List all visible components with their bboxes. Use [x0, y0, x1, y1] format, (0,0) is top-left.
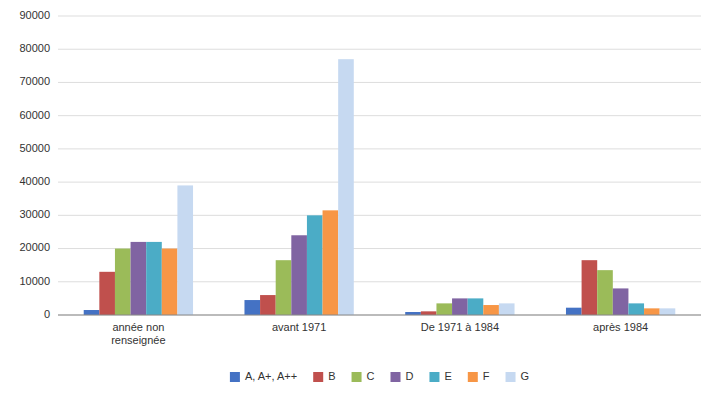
bar	[468, 298, 484, 315]
legend-item: E	[429, 370, 451, 382]
x-tick-label-line: De 1971 à 1984	[421, 321, 499, 333]
x-tick-label: De 1971 à 1984	[421, 321, 499, 333]
x-tick-label-line: renseignée	[111, 334, 165, 346]
x-axis: année nonrenseignée avant 1971 De 1971 à 1…	[111, 321, 648, 346]
bars	[84, 59, 676, 315]
legend-item: D	[391, 370, 414, 382]
bar	[582, 260, 598, 315]
grid-line	[58, 115, 701, 116]
grid-line	[58, 16, 701, 17]
y-axis: 0 10000 20000 30000 40000 50000 60000 70000 8000…	[19, 9, 701, 320]
legend-swatch	[230, 372, 240, 382]
legend-label: B	[328, 370, 335, 382]
bar	[628, 303, 644, 315]
bar	[644, 308, 660, 315]
legend-label: E	[444, 370, 451, 382]
bar	[597, 270, 613, 315]
legend-label: G	[521, 370, 530, 382]
legend-item: A, A+, A++	[230, 370, 297, 382]
legend-swatch	[352, 372, 362, 382]
bar	[244, 300, 260, 315]
x-tick-label: année nonrenseignée	[111, 321, 165, 346]
bar	[436, 303, 452, 315]
bar	[566, 308, 582, 315]
legend-label: A, A+, A++	[245, 370, 297, 382]
chart-svg: 0 10000 20000 30000 40000 50000 60000 70000 8000…	[0, 0, 717, 393]
x-tick-label: avant 1971	[272, 321, 326, 333]
legend-label: C	[367, 370, 375, 382]
legend-label: F	[483, 370, 490, 382]
x-axis-line	[58, 315, 701, 316]
x-tick-label: après 1984	[593, 321, 648, 333]
y-tick-label: 20000	[19, 241, 50, 253]
bar	[483, 305, 499, 315]
x-tick-label-line: avant 1971	[272, 321, 326, 333]
bar	[613, 288, 629, 315]
bar	[99, 272, 115, 315]
bar	[146, 242, 162, 315]
bar	[84, 310, 100, 315]
legend-item: B	[313, 370, 335, 382]
bar	[338, 59, 354, 315]
y-tick-label: 50000	[19, 142, 50, 154]
legend-swatch	[468, 372, 478, 382]
bar	[276, 260, 292, 315]
y-tick-label: 40000	[19, 175, 50, 187]
bar	[421, 311, 437, 315]
bar	[452, 298, 468, 315]
legend: A, A+, A++ B C D E F G	[230, 370, 529, 382]
legend-label: D	[406, 370, 414, 382]
bar	[323, 210, 339, 315]
grid-line	[58, 148, 701, 149]
y-tick-label: 30000	[19, 208, 50, 220]
y-tick-label: 10000	[19, 275, 50, 287]
grid-line	[58, 82, 701, 83]
legend-swatch	[429, 372, 439, 382]
legend-swatch	[313, 372, 323, 382]
legend-item: C	[352, 370, 375, 382]
bar	[131, 242, 147, 315]
legend-item: G	[506, 370, 530, 382]
bar	[307, 215, 323, 315]
x-tick-label-line: année non	[112, 321, 164, 333]
bar	[162, 249, 178, 315]
legend-swatch	[391, 372, 401, 382]
bar	[291, 235, 307, 315]
bar	[660, 308, 676, 315]
y-tick-label: 90000	[19, 9, 50, 21]
grid-line	[58, 182, 701, 183]
bar	[499, 303, 515, 315]
y-tick-label: 70000	[19, 75, 50, 87]
legend-item: F	[468, 370, 490, 382]
y-tick-label: 80000	[19, 42, 50, 54]
bar	[177, 185, 193, 315]
x-tick-label-line: après 1984	[593, 321, 648, 333]
grid-line	[58, 215, 701, 216]
y-tick-label: 60000	[19, 109, 50, 121]
grid-line	[58, 49, 701, 50]
bar	[260, 295, 276, 315]
grid-line	[58, 315, 701, 316]
bar	[115, 249, 131, 315]
chart-container: 0 10000 20000 30000 40000 50000 60000 70000 8000…	[0, 0, 717, 393]
y-tick-label: 0	[44, 308, 50, 320]
legend-swatch	[506, 372, 516, 382]
